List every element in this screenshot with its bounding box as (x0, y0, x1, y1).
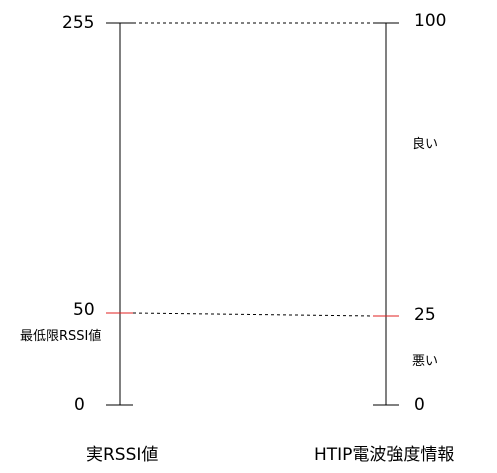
left-threshold-label: 50 (73, 300, 95, 320)
left-min-label: 0 (74, 395, 85, 415)
left-axis-title: 実RSSI値 (86, 445, 159, 465)
threshold-mapping-dashed-line (132, 312, 374, 317)
left-max-label: 255 (62, 13, 95, 33)
right-upper-zone-label: 良い (412, 137, 439, 152)
right-max-label: 100 (414, 11, 447, 31)
right-threshold-label: 25 (414, 305, 436, 325)
right-axis-title: HTIP電波強度情報 (314, 445, 455, 465)
right-min-label: 0 (414, 395, 425, 415)
right-lower-zone-label: 悪い (412, 354, 439, 369)
left-threshold-name: 最低限RSSI値 (20, 329, 102, 344)
